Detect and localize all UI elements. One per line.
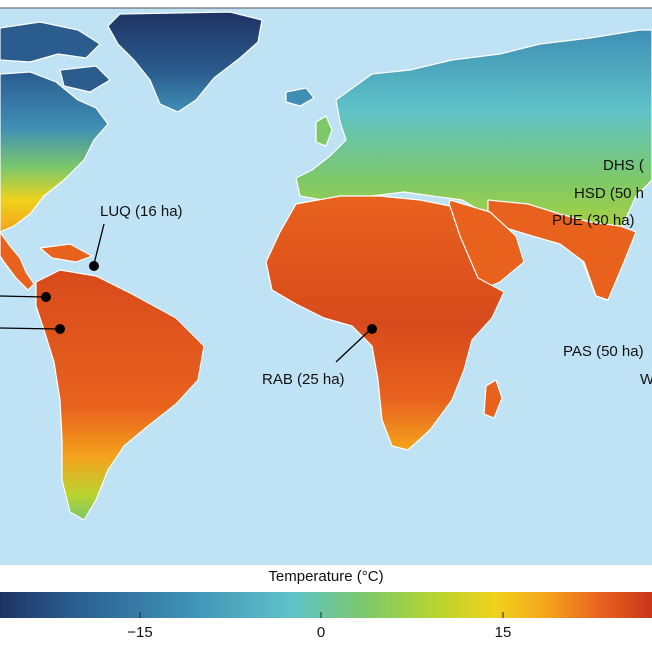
site-label-hsd: HSD (50 h [574,185,644,202]
iceland-landmass [285,87,315,107]
site-marker-unlabeled-2 [55,324,65,334]
legend-title: Temperature (°C) [268,568,384,585]
central-america-landmass [0,231,35,291]
greenland-landmass [107,11,263,113]
legend-tick-label-15: 15 [494,624,512,641]
arctic-islands-landmass [0,21,101,63]
legend-colorbar [0,592,652,618]
south-america-landmass [35,269,205,521]
site-label-w: W [640,371,652,388]
legend-tick-label-minus15: −15 [127,624,153,641]
site-marker-luq [89,261,99,271]
british-isles-landmass [315,115,333,147]
site-label-rab: RAB (25 ha) [262,371,345,388]
site-label-pas: PAS (50 ha) [563,343,644,360]
africa-landmass [265,195,505,451]
site-label-dhs: DHS ( [603,157,644,174]
caribbean-islands [39,243,93,263]
south-asia-landmass [487,199,637,301]
site-label-luq: LUQ (16 ha) [100,203,183,220]
madagascar-landmass [483,379,503,419]
arctic-islands-landmass-2 [59,65,111,93]
site-marker-unlabeled-1 [41,292,51,302]
north-america-landmass [0,71,109,233]
site-marker-rab [367,324,377,334]
legend-tick-label-0: 0 [316,624,326,641]
site-markers [0,223,377,363]
site-label-pue: PUE (30 ha) [552,212,635,229]
